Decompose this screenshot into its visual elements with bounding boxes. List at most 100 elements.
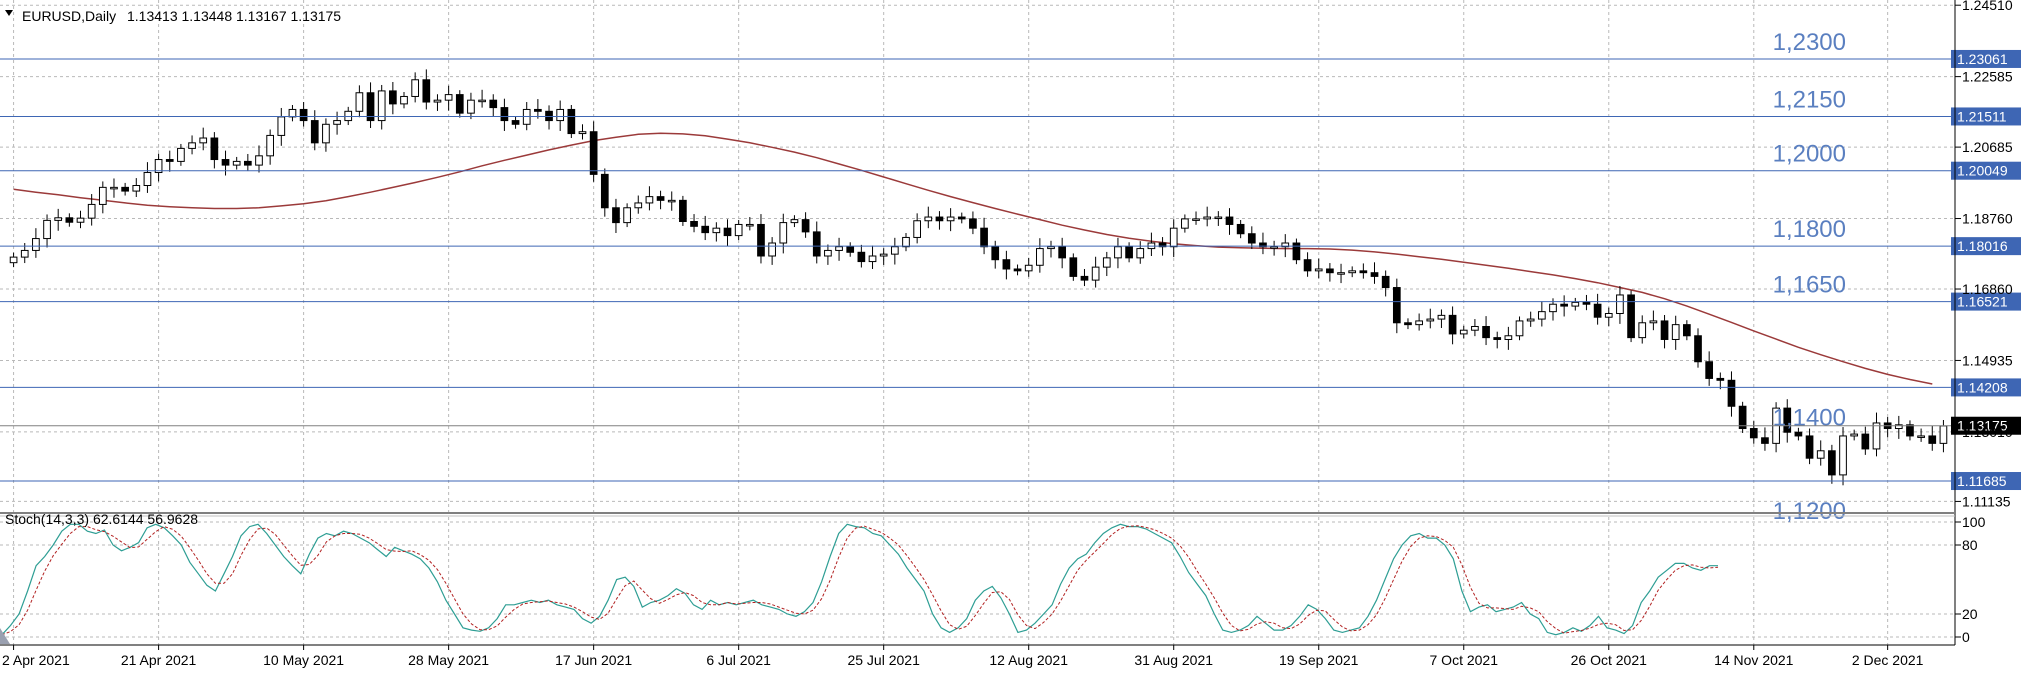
level-label: 1,2300 — [1773, 29, 1846, 56]
candle-body-bear — [489, 99, 498, 109]
candle-body-bear — [366, 92, 375, 122]
candle-body-bear — [165, 159, 174, 162]
candle-body-bull — [1036, 248, 1044, 266]
candle-body-bear — [1705, 361, 1714, 379]
horizontal-levels[interactable]: 1,2300 1.23061 1,2150 1.21511 1,2000 1.20049 1… — [0, 29, 2021, 525]
candle-body-bear — [1292, 242, 1301, 261]
candle-body-bear — [980, 227, 988, 248]
candle-body-bull — [277, 116, 286, 136]
candle-body-bear — [935, 216, 944, 222]
candle-body-bull — [1102, 257, 1111, 268]
candle-body-bull — [1816, 450, 1825, 459]
candle-body-bear — [1794, 431, 1803, 437]
stoch-tick-label: 80 — [1962, 537, 1978, 553]
candle-body-bull — [1616, 294, 1624, 315]
candle-body-bear — [1906, 424, 1914, 437]
x-tick-label: 6 Jul 2021 — [706, 652, 771, 668]
candle-body-bull — [879, 253, 888, 257]
candle-body-bull — [1839, 435, 1847, 476]
level-tag-bg — [1951, 472, 2021, 491]
candle-body-bear — [1749, 428, 1758, 439]
x-tick-label: 12 Aug 2021 — [989, 652, 1068, 668]
candle-body-bull — [1314, 268, 1323, 272]
level-tag-bg — [1951, 292, 2021, 311]
stoch-tick-label: 0 — [1962, 629, 1970, 645]
x-tick-label: 26 Oct 2021 — [1571, 652, 1647, 668]
candle-body-bull — [824, 249, 832, 257]
level-tag: 1.21511 — [1957, 108, 2007, 124]
candle-body-bear — [612, 207, 620, 224]
candle-body-bull — [266, 134, 274, 157]
candle-body-bull — [1203, 216, 1212, 220]
level-tag-bg — [1951, 49, 2021, 68]
candle-body-bull — [1515, 320, 1524, 337]
candle-body-bear — [991, 246, 1000, 261]
chart-menu-triangle-icon[interactable] — [5, 10, 13, 16]
candle-body-bull — [9, 256, 18, 264]
candle-body-bull — [1091, 266, 1100, 281]
candle-body-bear — [1593, 303, 1602, 318]
candle-body-bull — [355, 92, 364, 112]
candle-body-bull — [98, 186, 107, 205]
candle-body-bear — [1080, 275, 1089, 281]
candle-body-bull — [1270, 246, 1278, 249]
level-label: 1,1200 — [1773, 498, 1846, 525]
level-label: 1,2150 — [1773, 86, 1846, 113]
candle-body-bear — [1013, 268, 1022, 272]
y-tick-label: 1.20685 — [1962, 139, 2013, 155]
candle-body-bull — [1337, 272, 1345, 275]
level-tag: 1.11685 — [1957, 473, 2007, 489]
candle-body-bear — [1247, 233, 1256, 244]
candle-body-bull — [1181, 218, 1189, 229]
level-tag-bg — [1951, 107, 2021, 126]
candle-body-bear — [812, 231, 821, 257]
x-tick-label: 28 May 2021 — [408, 652, 489, 668]
level-label: 1,1650 — [1773, 272, 1846, 299]
candle-body-bear — [1928, 435, 1937, 444]
candle-body-bear — [1125, 246, 1133, 259]
candle-body-bull — [1437, 314, 1446, 320]
candle-body-bear — [1158, 242, 1167, 248]
candle-body-bear — [1448, 314, 1457, 335]
x-tick-label: 25 Jul 2021 — [847, 652, 920, 668]
candle-body-bear — [1582, 301, 1591, 305]
candle-body-bull — [333, 120, 341, 125]
x-tick-label: 21 Apr 2021 — [121, 652, 197, 668]
candle-body-bull — [20, 249, 29, 258]
moving-average-layer — [13, 132, 1933, 385]
candle-body-bull — [1549, 303, 1557, 313]
level-tag-bg — [1951, 378, 2021, 397]
candle-body-bear — [1326, 268, 1334, 274]
candle-body-bull — [1114, 246, 1122, 259]
candle-body-bull — [623, 207, 631, 224]
candle-body-bear — [656, 196, 665, 201]
candle-body-bull — [177, 147, 185, 162]
candle-body-bear — [1716, 377, 1725, 381]
candle-body-bull — [478, 99, 486, 103]
candle-body-bear — [1727, 379, 1736, 407]
candle-body-bull — [1047, 246, 1055, 250]
candle-body-bull — [444, 94, 453, 101]
candle-body-bull — [667, 199, 676, 203]
candle-body-bull — [43, 219, 51, 240]
candle-body-bull — [913, 220, 921, 238]
x-tick-label: 31 Aug 2021 — [1134, 652, 1213, 668]
candle-body-bear — [65, 217, 74, 223]
candle-body-bear — [1683, 324, 1691, 337]
x-tick-label: 2 Dec 2021 — [1852, 652, 1924, 668]
candle-body-bull — [779, 222, 788, 244]
y-tick-label: 1.24510 — [1962, 0, 2013, 13]
candle-body-bear — [1259, 242, 1267, 248]
candle-body-bear — [1058, 246, 1067, 259]
current-price-tag: 1.13175 — [1957, 418, 2008, 434]
candle-body-bull — [1537, 311, 1546, 320]
candle-body-bull — [1415, 320, 1423, 326]
candle-body-bear — [1627, 294, 1635, 339]
symbol-label: EURUSD,Daily — [22, 8, 116, 24]
candle-body-bear — [1236, 223, 1245, 235]
candle-body-bull — [1894, 424, 1903, 430]
candle-body-bear — [1805, 435, 1814, 459]
candle-body-bull — [556, 108, 565, 122]
